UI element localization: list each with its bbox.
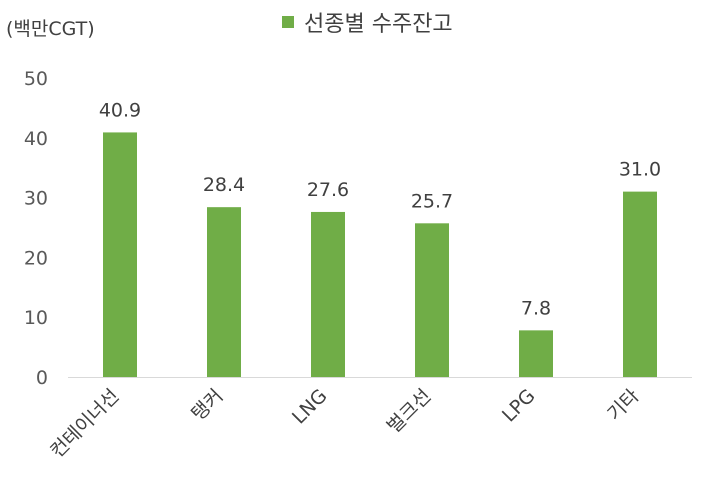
data-label: 28.4 <box>203 174 245 196</box>
y-tick-label: 0 <box>36 367 48 389</box>
legend-label: 선종별 수주잔고 <box>304 12 453 37</box>
data-label: 27.6 <box>307 179 349 201</box>
y-tick-label: 10 <box>24 307 48 329</box>
data-label: 7.8 <box>521 297 551 319</box>
bar <box>415 223 449 377</box>
y-tick-label: 40 <box>24 128 48 150</box>
x-tick-label: 기타 <box>603 385 643 425</box>
bar <box>519 330 553 377</box>
data-label: 25.7 <box>411 190 453 212</box>
x-tick-label: 벌크선 <box>383 385 436 438</box>
y-tick-label: 50 <box>24 68 48 90</box>
bar <box>207 207 241 377</box>
x-tick-label: 탱커 <box>187 385 227 425</box>
y-tick-label: 30 <box>24 188 48 210</box>
bar <box>103 132 137 377</box>
legend: 선종별 수주잔고 <box>282 6 453 38</box>
bar <box>311 211 345 377</box>
x-tick-label: 컨테이너선 <box>46 385 123 462</box>
y-tick-label: 20 <box>24 247 48 269</box>
x-tick-label: LPG <box>498 385 540 427</box>
y-axis-unit-label: (백만CGT) <box>6 18 95 40</box>
data-label: 31.0 <box>619 159 661 181</box>
bar <box>623 191 657 377</box>
legend-swatch <box>282 16 294 28</box>
x-tick-label: LNG <box>288 385 332 429</box>
data-label: 40.9 <box>99 99 141 121</box>
